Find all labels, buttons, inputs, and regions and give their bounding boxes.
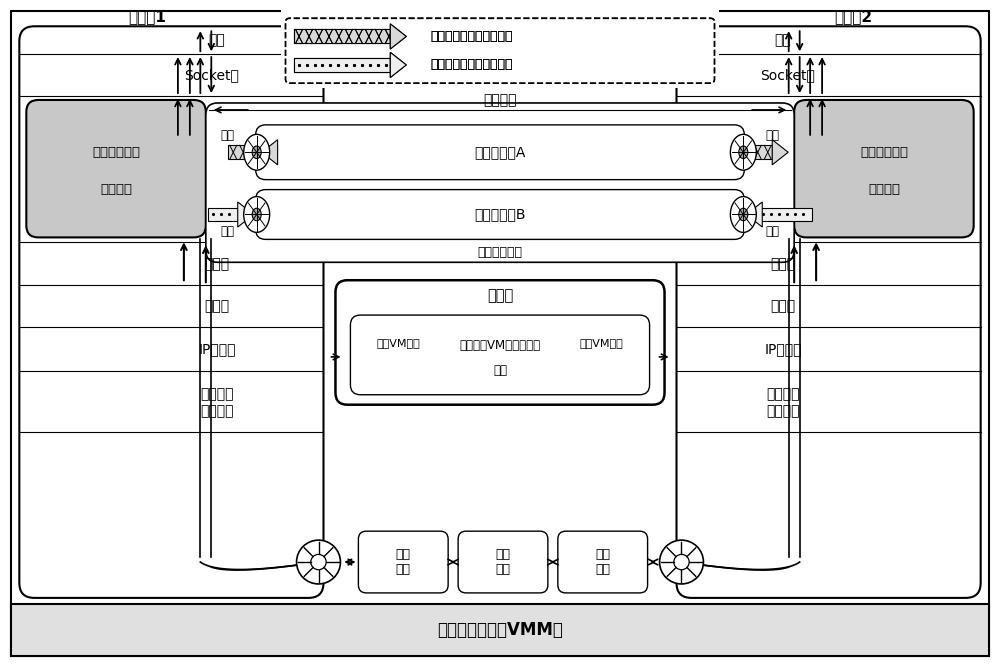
Text: 应用: 应用 <box>209 33 225 47</box>
Bar <box>228 145 258 159</box>
Bar <box>294 58 390 72</box>
Ellipse shape <box>739 208 748 221</box>
FancyArrow shape <box>390 53 406 77</box>
FancyArrow shape <box>390 24 406 49</box>
FancyArrow shape <box>390 24 406 49</box>
Text: 应用: 应用 <box>775 33 791 47</box>
FancyArrow shape <box>390 53 406 77</box>
FancyBboxPatch shape <box>286 18 714 83</box>
Bar <box>742 207 812 221</box>
Text: 共享内存通道: 共享内存通道 <box>478 246 522 259</box>
Text: 驱动
后端: 驱动 后端 <box>595 548 610 576</box>
Text: 域间通信优化: 域间通信优化 <box>92 145 140 159</box>
Text: 共生VM信息: 共生VM信息 <box>376 338 420 348</box>
Text: 共生VM信息: 共生VM信息 <box>580 338 624 348</box>
Text: 接收: 接收 <box>765 225 779 238</box>
FancyBboxPatch shape <box>335 280 665 405</box>
Text: 数据缓存区B: 数据缓存区B <box>474 207 526 221</box>
Text: 驱动前端: 驱动前端 <box>200 405 234 419</box>
Ellipse shape <box>252 208 261 221</box>
Bar <box>742 145 772 159</box>
FancyArrow shape <box>746 202 762 227</box>
Text: IP层之下: IP层之下 <box>198 342 236 356</box>
FancyBboxPatch shape <box>358 531 448 593</box>
Bar <box>281 3 719 88</box>
FancyBboxPatch shape <box>558 531 648 593</box>
FancyBboxPatch shape <box>458 531 548 593</box>
Bar <box>294 58 390 72</box>
FancyBboxPatch shape <box>26 100 206 237</box>
Ellipse shape <box>739 146 748 159</box>
FancyBboxPatch shape <box>286 18 714 83</box>
Text: Socket层: Socket层 <box>185 68 239 82</box>
FancyArrow shape <box>262 139 278 165</box>
Text: 传输层: 传输层 <box>204 257 230 271</box>
Circle shape <box>660 540 703 584</box>
Circle shape <box>297 540 340 584</box>
Text: 域间通信优化: 域间通信优化 <box>860 145 908 159</box>
Text: 虚拟网络: 虚拟网络 <box>200 387 234 401</box>
Ellipse shape <box>244 197 270 232</box>
Text: 基于本地模式的数据传输: 基于本地模式的数据传输 <box>430 30 513 43</box>
Text: 基于远程模式的数据传输: 基于远程模式的数据传输 <box>430 59 513 71</box>
Text: 发送: 发送 <box>221 225 235 238</box>
Circle shape <box>311 554 326 570</box>
Bar <box>294 29 390 43</box>
Text: 客户机2: 客户机2 <box>834 9 872 24</box>
Text: 内核模块: 内核模块 <box>100 183 132 196</box>
Text: 接收: 接收 <box>221 129 235 142</box>
Ellipse shape <box>730 134 756 170</box>
Text: 内核模块: 内核模块 <box>868 183 900 196</box>
Bar <box>208 207 238 221</box>
FancyArrow shape <box>238 202 254 227</box>
Ellipse shape <box>252 146 261 159</box>
Bar <box>294 29 390 43</box>
Text: 驱动前端: 驱动前端 <box>766 405 800 419</box>
FancyBboxPatch shape <box>19 26 323 598</box>
Text: 传输层: 传输层 <box>770 257 796 271</box>
Text: 宿主机: 宿主机 <box>487 287 513 303</box>
Text: 数据缓存区A: 数据缓存区A <box>474 145 526 159</box>
FancyBboxPatch shape <box>256 189 744 239</box>
Text: 虚拟机监控器（VMM）: 虚拟机监控器（VMM） <box>437 621 563 639</box>
Text: 网络层: 网络层 <box>204 299 230 313</box>
Text: 以太
网桥: 以太 网桥 <box>495 548 510 576</box>
Circle shape <box>674 554 689 570</box>
Text: 发送: 发送 <box>765 129 779 142</box>
FancyBboxPatch shape <box>206 103 794 262</box>
FancyBboxPatch shape <box>677 26 981 598</box>
Bar <box>11 604 989 656</box>
FancyBboxPatch shape <box>350 315 650 395</box>
Text: 基于本地模式的数据传输: 基于本地模式的数据传输 <box>430 30 513 43</box>
Text: 模块: 模块 <box>493 364 507 378</box>
Text: 事件通道: 事件通道 <box>483 93 517 107</box>
Ellipse shape <box>244 134 270 170</box>
Text: 虚拟网络: 虚拟网络 <box>766 387 800 401</box>
Text: Socket层: Socket层 <box>761 68 815 82</box>
Ellipse shape <box>730 197 756 232</box>
FancyBboxPatch shape <box>794 100 974 237</box>
Text: 基于远程模式的数据传输: 基于远程模式的数据传输 <box>430 59 513 71</box>
Text: IP层之下: IP层之下 <box>764 342 802 356</box>
Text: 驱动
后端: 驱动 后端 <box>396 548 411 576</box>
FancyBboxPatch shape <box>256 125 744 179</box>
Text: 客户机1: 客户机1 <box>128 9 166 24</box>
Text: 网络层: 网络层 <box>770 299 796 313</box>
Text: 动态共生VM发现与发布: 动态共生VM发现与发布 <box>459 339 541 352</box>
FancyArrow shape <box>772 139 788 165</box>
